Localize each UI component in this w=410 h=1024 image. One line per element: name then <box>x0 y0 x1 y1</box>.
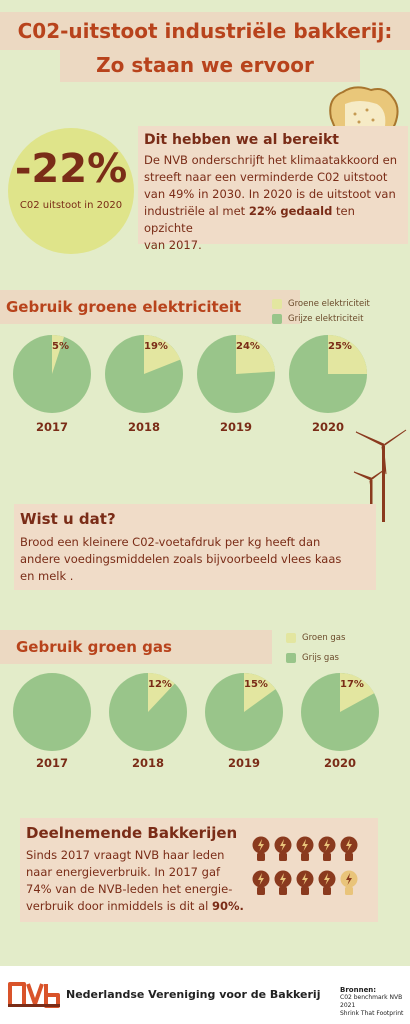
bakeries-line3: 74% van de NVB-leden het energie- <box>26 882 233 896</box>
pie-year-2020: 2020 <box>311 420 344 434</box>
pie-year-2019: 2019 <box>219 420 252 434</box>
reduction-value: -22% <box>14 146 128 192</box>
pie-label-2019: 15% <box>244 679 268 690</box>
fact-line2: andere voedingsmiddelen zoals bijvoorbee… <box>20 552 342 566</box>
legend-swatch-grey-gas <box>286 653 296 663</box>
title-banner-1 <box>0 12 410 50</box>
fact-card: Wist u dat? Brood een kleinere C02-voeta… <box>14 504 376 590</box>
pie-slice-green-2018 <box>144 335 181 374</box>
nvb-logo-icon <box>8 982 60 1008</box>
gas-title: Gebruik groen gas <box>16 638 172 656</box>
fact-heading: Wist u dat? <box>20 510 116 528</box>
pie-year-2018: 2018 <box>131 756 164 770</box>
achieved-line2: streeft naar een verminderde C02 uitstoo… <box>144 170 388 184</box>
footer-org-name: Nederlandse Vereniging voor de Bakkerij <box>66 988 321 1001</box>
pie-2018 <box>105 335 183 413</box>
reduction-highlight: -22% C02 uitstoot in 2020 <box>8 128 134 254</box>
pie-2018 <box>109 673 187 751</box>
bakeries-card: Deelnemende Bakkerijen Sinds 2017 vraagt… <box>20 818 378 922</box>
pie-year-2019: 2019 <box>227 756 260 770</box>
pie-label-2020: 25% <box>328 341 352 352</box>
legend-swatch-grey <box>272 313 282 324</box>
achieved-line3: van 49% in 2030. In 2020 is de uitstoot … <box>144 187 396 201</box>
bakeries-line2: naar energieverbruik. In 2017 gaf <box>26 865 221 879</box>
lightbulb-icon-inactive <box>340 870 358 895</box>
electricity-title-banner <box>0 290 300 324</box>
pie-2017 <box>13 335 91 413</box>
legend-swatch-green <box>272 298 282 309</box>
achieved-card: Dit hebben we al bereikt De NVB ondersch… <box>138 126 408 252</box>
bakeries-line4: verbruik door inmiddels is dit al 90%. <box>26 899 244 913</box>
pie-label-2020: 17% <box>340 679 364 690</box>
pie-year-2017: 2017 <box>35 756 68 770</box>
lightbulb-icon-active <box>318 870 336 895</box>
lightbulb-icon-active <box>296 870 314 895</box>
pie-slice-green-2017 <box>52 335 65 374</box>
electricity-legend: Groene elektriciteit Grijze elektricitei… <box>272 296 370 326</box>
bakeries-line1: Sinds 2017 vraagt NVB haar leden <box>26 848 225 862</box>
gas-legend: Groen gas Grijs gas <box>286 628 345 668</box>
electricity-title: Gebruik groene elektriciteit <box>6 298 242 316</box>
page-title-line2: Zo staan we ervoor <box>96 53 314 77</box>
lightbulb-icon-active <box>252 870 270 895</box>
pie-year-2020: 2020 <box>323 756 356 770</box>
legend-grey-electricity: Grijze elektriciteit <box>288 313 364 324</box>
fact-line3: en melk . <box>20 569 74 583</box>
achieved-line4: industriële al met 22% gedaald ten opzic… <box>144 204 355 235</box>
pie-2017 <box>13 673 91 751</box>
pie-label-2017: 5% <box>52 341 69 352</box>
page-title-line1: C02-uitstoot industriële bakkerij: <box>17 19 393 43</box>
lightbulb-icon-active <box>274 870 292 895</box>
pie-2020 <box>301 673 379 751</box>
pie-slice-green-2018 <box>148 673 175 712</box>
pie-2019 <box>197 335 275 413</box>
lightbulb-icon-active <box>340 836 358 861</box>
pie-year-2017: 2017 <box>35 420 68 434</box>
bakeries-heading: Deelnemende Bakkerijen <box>26 824 238 842</box>
pie-label-2018: 12% <box>148 679 172 690</box>
pie-2019 <box>205 673 283 751</box>
legend-green-gas: Groen gas <box>302 633 346 643</box>
achieved-heading: Dit hebben we al bereikt <box>144 132 339 148</box>
pie-label-2019: 24% <box>236 341 260 352</box>
lightbulb-icon-active <box>318 836 336 861</box>
footer-sources: Bronnen: C02 benchmark NVB 2021 Shrink T… <box>340 986 410 1018</box>
pie-2020 <box>289 335 367 413</box>
reduction-caption: C02 uitstoot in 2020 <box>19 200 123 211</box>
wind-turbine-icon <box>353 429 407 522</box>
gas-title-banner <box>0 630 272 664</box>
legend-grey-gas: Grijs gas <box>302 653 339 663</box>
pie-year-2018: 2018 <box>127 420 160 434</box>
source-2: Shrink That Footprint <box>340 1010 404 1017</box>
pie-label-2018: 19% <box>144 341 168 352</box>
title-banner-2 <box>60 48 360 82</box>
sources-heading: Bronnen: <box>340 986 377 994</box>
legend-swatch-green-gas <box>286 633 296 643</box>
lightbulb-icon-active <box>274 836 292 861</box>
pie-slice-green-2019 <box>236 335 275 374</box>
bread-icon <box>329 86 399 140</box>
achieved-line1: De NVB onderschrijft het klimaatakkoord … <box>144 153 398 167</box>
lightbulb-icon-active <box>252 836 270 861</box>
achieved-line5: van 2017. <box>144 238 202 252</box>
pie-slice-green-2019 <box>244 673 276 712</box>
footer: Nederlandse Vereniging voor de Bakkerij … <box>0 966 410 1024</box>
pie-slice-grey-2017 <box>13 673 91 751</box>
lightbulb-icon-active <box>296 836 314 861</box>
fact-line1: Brood een kleinere C02-voetafdruk per kg… <box>20 535 321 549</box>
pie-slice-green-2020 <box>328 335 367 374</box>
legend-green-electricity: Groene elektriciteit <box>288 298 370 309</box>
source-1: C02 benchmark NVB 2021 <box>340 994 403 1009</box>
pie-slice-green-2020 <box>340 673 375 712</box>
